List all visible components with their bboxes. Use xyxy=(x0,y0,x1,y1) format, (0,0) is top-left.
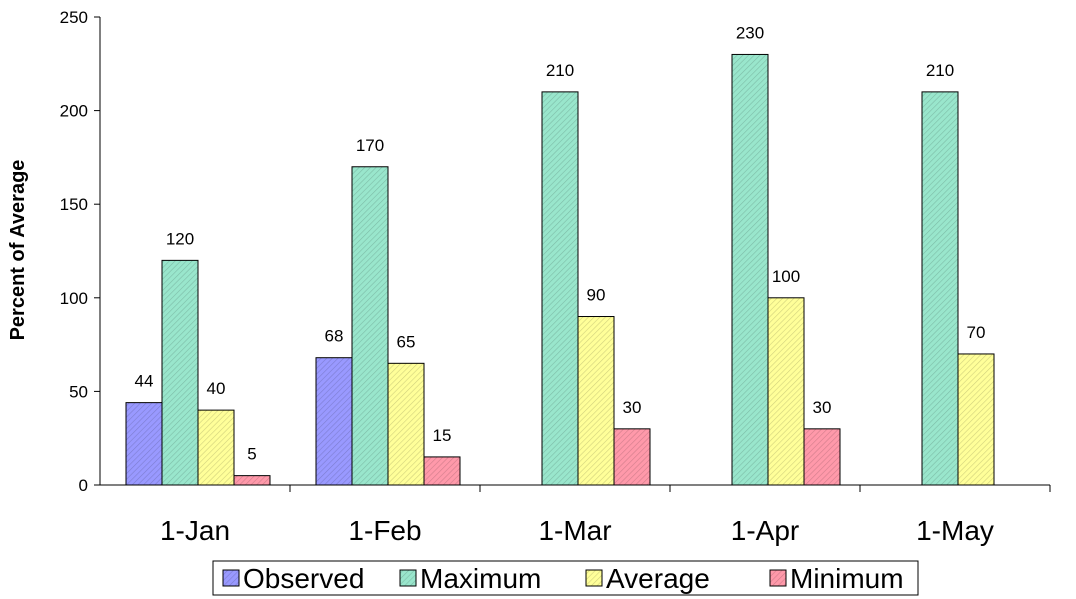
bar-hatch xyxy=(922,91,958,485)
data-label: 30 xyxy=(623,398,642,417)
legend-swatch-hatch xyxy=(586,570,602,586)
data-label: 210 xyxy=(546,61,574,80)
legend-swatch-hatch xyxy=(223,570,239,586)
y-tick-label: 100 xyxy=(60,289,88,308)
legend-box xyxy=(212,560,919,596)
y-tick-label: 150 xyxy=(60,195,88,214)
legend-swatch-hatch xyxy=(770,570,786,586)
data-label: 5 xyxy=(247,445,256,464)
data-label: 170 xyxy=(356,136,384,155)
legend-label-minimum: Minimum xyxy=(790,563,904,594)
axes xyxy=(99,17,1051,492)
y-tick-label: 50 xyxy=(69,382,88,401)
legend: Observed Maximum Average Minimum xyxy=(212,560,919,596)
y-axis: 0 50 100 150 200 250 xyxy=(60,8,100,495)
bar-hatch xyxy=(352,166,388,485)
bar-hatch xyxy=(768,297,804,485)
data-label: 15 xyxy=(433,426,452,445)
bar-hatch xyxy=(614,428,650,485)
data-label: 230 xyxy=(736,23,764,42)
data-label: 70 xyxy=(967,323,986,342)
bars xyxy=(125,53,995,486)
y-tick-label: 250 xyxy=(60,8,88,27)
legend-label-maximum: Maximum xyxy=(420,563,541,594)
data-label: 40 xyxy=(207,379,226,398)
category-label: 1-Jan xyxy=(160,515,230,546)
category-label: 1-Feb xyxy=(348,515,421,546)
data-label: 100 xyxy=(772,267,800,286)
legend-label-average: Average xyxy=(606,563,710,594)
data-label: 68 xyxy=(325,327,344,346)
legend-label-observed: Observed xyxy=(243,563,364,594)
bar-hatch xyxy=(424,456,460,485)
bar-hatch xyxy=(578,316,614,485)
data-label: 210 xyxy=(926,61,954,80)
legend-swatch-hatch xyxy=(400,570,416,586)
data-label: 44 xyxy=(135,372,154,391)
bar-hatch xyxy=(958,353,994,485)
data-label: 90 xyxy=(587,286,606,305)
x-axis: 1-Jan 1-Feb 1-Mar 1-Apr 1-May xyxy=(160,515,994,546)
data-label: 120 xyxy=(166,229,194,248)
bar-hatch xyxy=(388,363,424,485)
category-label: 1-Mar xyxy=(538,515,611,546)
y-tick-label: 0 xyxy=(79,476,88,495)
category-label: 1-Apr xyxy=(731,515,799,546)
data-label: 65 xyxy=(397,332,416,351)
bar-hatch xyxy=(198,410,234,485)
category-label: 1-May xyxy=(916,515,994,546)
bar-hatch xyxy=(126,402,162,485)
y-tick-label: 200 xyxy=(60,102,88,121)
bar-hatch xyxy=(234,475,270,485)
y-axis-title: Percent of Average xyxy=(7,160,29,341)
bar-hatch xyxy=(732,54,768,485)
data-label: 30 xyxy=(813,398,832,417)
bar-hatch xyxy=(804,428,840,485)
bar-hatch xyxy=(542,91,578,485)
bar-hatch xyxy=(162,260,198,485)
bar-hatch xyxy=(316,357,352,485)
data-labels: 44 120 40 5 68 170 65 15 210 90 30 230 100 30 210 70 xyxy=(135,23,986,463)
